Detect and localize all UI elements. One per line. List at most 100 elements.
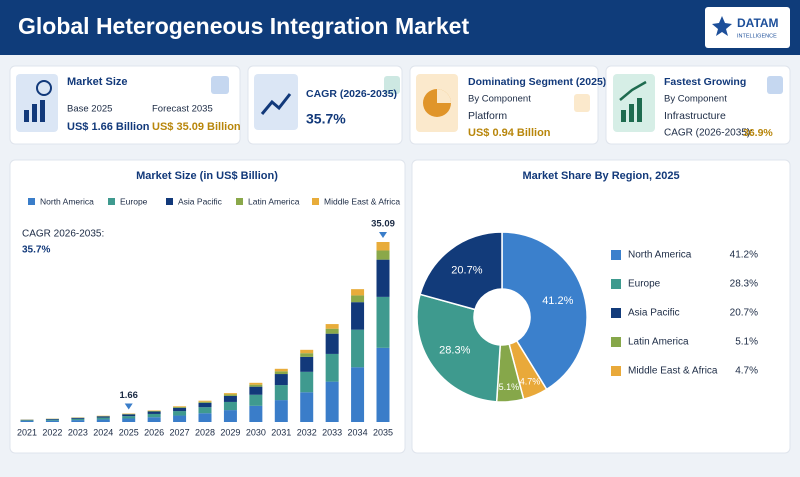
slice-label: 41.2% <box>542 295 573 307</box>
bar-segment <box>147 417 161 422</box>
icon-pie-slice <box>437 89 451 103</box>
bar-segment <box>351 302 365 330</box>
bar-segment <box>274 368 288 372</box>
bar-segment <box>300 392 314 422</box>
bar-segment <box>249 394 263 406</box>
x-tick-label: 2026 <box>144 427 164 437</box>
legend-value: 5.1% <box>735 337 758 348</box>
bar-segment <box>325 328 339 334</box>
bar-segment <box>249 386 263 395</box>
bar-segment <box>376 296 390 348</box>
x-tick-label: 2025 <box>119 427 139 437</box>
bar-segment <box>147 410 161 411</box>
x-tick-label: 2027 <box>170 427 190 437</box>
slice-label: 20.7% <box>451 265 482 277</box>
card-label: Base 2025 <box>67 104 112 115</box>
icon-bar <box>621 110 626 122</box>
bar-segment <box>274 371 288 375</box>
bar-segment <box>198 402 212 408</box>
x-tick-label: 2030 <box>246 427 266 437</box>
chart-note: CAGR 2026-2035: <box>22 229 104 240</box>
bar-segment <box>325 333 339 354</box>
card-value-label: CAGR (2026-2035): <box>664 128 753 139</box>
bar-segment <box>173 406 187 408</box>
icon-trend <box>619 80 647 101</box>
header-title: Global Heterogeneous Integration Market <box>18 13 469 39</box>
chart-note-value: 35.7% <box>22 245 50 256</box>
card-badge <box>211 76 229 94</box>
annotation-arrow <box>379 232 387 238</box>
legend-label: Middle East & Africa <box>628 366 718 377</box>
bar-segment <box>376 250 390 260</box>
chart-title: Market Size (in US$ Billion) <box>136 170 278 182</box>
bar-segment <box>223 401 237 411</box>
legend-swatch <box>611 337 621 347</box>
legend-label: Asia Pacific <box>178 196 223 206</box>
bar-segment <box>122 418 136 422</box>
legend-label: Europe <box>120 196 148 206</box>
x-tick-label: 2021 <box>17 427 37 437</box>
bar-segment <box>376 259 390 297</box>
icon-trend <box>260 93 292 115</box>
icon-bar <box>24 110 29 122</box>
bar-segment <box>96 419 110 422</box>
bar-segment <box>325 381 339 422</box>
bar-segment <box>173 407 187 408</box>
chart-title: Market Share By Region, 2025 <box>522 170 679 182</box>
card-value: 36.9% <box>743 127 773 139</box>
legend-swatch <box>611 250 621 260</box>
bar-segment <box>351 295 365 303</box>
bar-segment <box>376 242 390 251</box>
legend-swatch <box>166 198 173 205</box>
x-tick-label: 2022 <box>42 427 62 437</box>
bar-segment <box>223 410 237 422</box>
bar-segment <box>198 401 212 403</box>
x-tick-label: 2023 <box>68 427 88 437</box>
legend-value: 28.3% <box>730 279 758 290</box>
bar-segment <box>147 410 161 412</box>
bar-segment <box>351 329 365 368</box>
bar-segment <box>274 385 288 401</box>
bar-segment <box>198 407 212 414</box>
bar-segment <box>173 415 187 422</box>
legend-label: Latin America <box>248 196 300 206</box>
legend-swatch <box>611 308 621 318</box>
bar-segment <box>249 382 263 385</box>
legend-swatch <box>236 198 243 205</box>
bar-segment <box>71 417 85 419</box>
bar-segment <box>20 419 34 421</box>
card-badge <box>767 76 783 94</box>
bar-segment <box>249 405 263 422</box>
x-tick-label: 2033 <box>322 427 342 437</box>
annotation-label: 35.09 <box>371 219 395 230</box>
legend-label: Europe <box>628 279 661 290</box>
legend-swatch <box>28 198 35 205</box>
bar-segment <box>71 420 85 422</box>
bar-segment <box>300 371 314 393</box>
icon-bar <box>40 100 45 122</box>
legend-value: 4.7% <box>735 366 758 377</box>
card-name: Infrastructure <box>664 110 726 122</box>
slice-label: 5.1% <box>499 382 520 392</box>
bar-segment <box>71 418 85 421</box>
x-tick-label: 2035 <box>373 427 393 437</box>
x-tick-label: 2034 <box>348 427 368 437</box>
donut-slice <box>419 231 503 311</box>
bar-segment <box>351 367 365 422</box>
card-value: 35.7% <box>306 111 346 127</box>
bar-segment <box>325 324 339 329</box>
card-label: Forecast 2035 <box>152 104 213 115</box>
bar-segment <box>173 411 187 416</box>
legend-swatch <box>611 279 621 289</box>
card-value: US$ 35.09 Billion <box>152 121 241 133</box>
bar-segment <box>274 374 288 386</box>
bar-segment <box>147 411 161 414</box>
slice-label: 4.7% <box>520 377 541 387</box>
bar-segment <box>198 413 212 422</box>
x-tick-label: 2031 <box>271 427 291 437</box>
bar-segment <box>300 353 314 357</box>
bar-segment <box>223 394 237 396</box>
x-tick-label: 2032 <box>297 427 317 437</box>
bar-segment <box>96 417 110 420</box>
